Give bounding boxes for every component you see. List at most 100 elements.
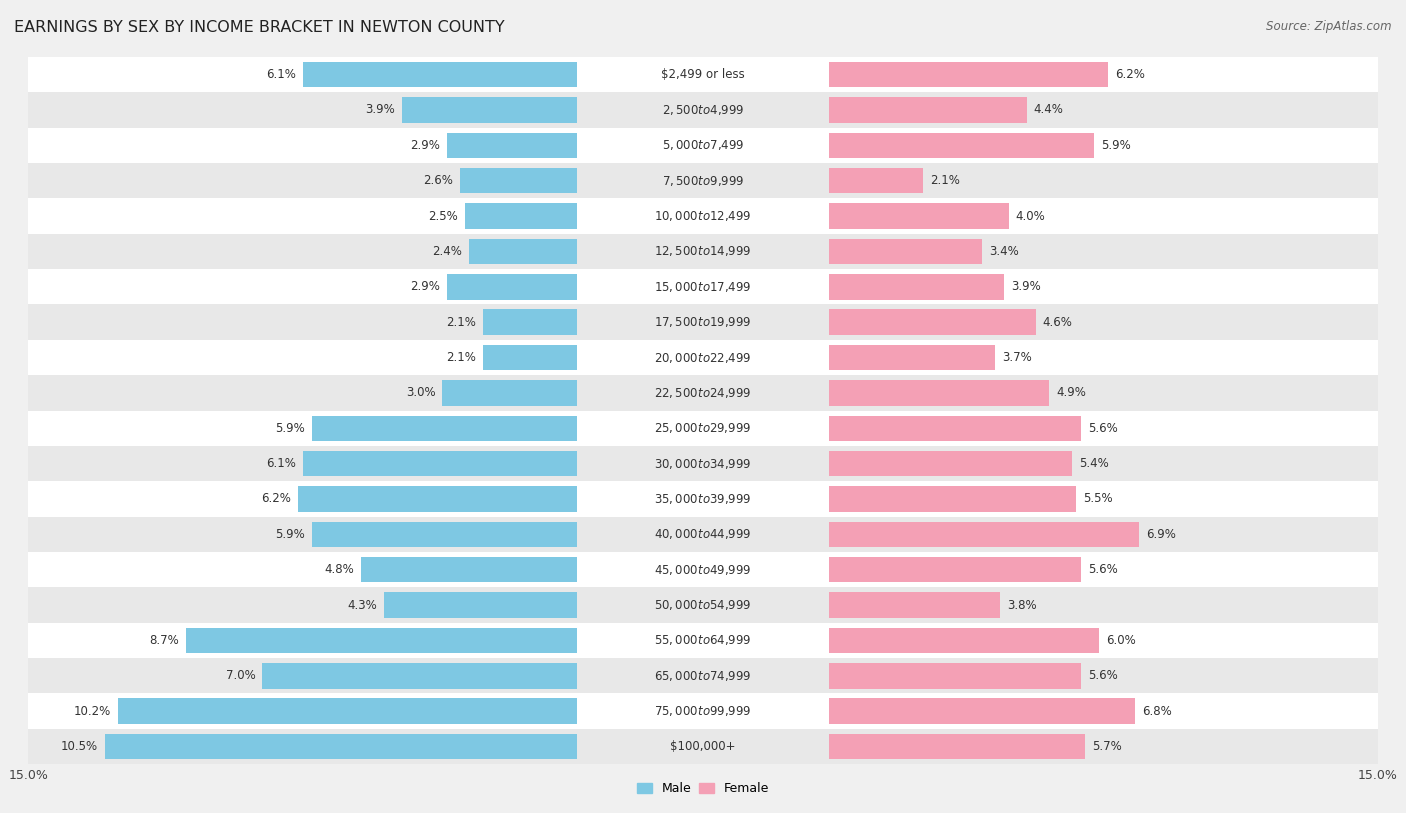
Text: 10.2%: 10.2% (75, 705, 111, 718)
Text: 2.9%: 2.9% (411, 139, 440, 152)
Text: 2.4%: 2.4% (433, 245, 463, 258)
Text: 3.9%: 3.9% (366, 103, 395, 116)
Text: 3.8%: 3.8% (1007, 598, 1036, 611)
Bar (302, 451, 576, 476)
Text: 3.4%: 3.4% (988, 245, 1018, 258)
Bar (830, 698, 1135, 724)
Bar (28, 552, 1378, 587)
Text: $5,000 to $7,499: $5,000 to $7,499 (662, 138, 744, 152)
Text: 2.1%: 2.1% (446, 351, 475, 364)
Text: 4.8%: 4.8% (325, 563, 354, 576)
Bar (830, 451, 1071, 476)
Bar (302, 62, 576, 87)
Bar (28, 481, 1378, 517)
Text: 5.6%: 5.6% (1088, 669, 1118, 682)
Bar (28, 128, 1378, 163)
Bar (830, 734, 1085, 759)
Bar (830, 593, 1000, 618)
Bar (118, 698, 576, 724)
Bar (830, 557, 1081, 582)
Text: $65,000 to $74,999: $65,000 to $74,999 (654, 669, 752, 683)
Text: 2.6%: 2.6% (423, 174, 453, 187)
Bar (186, 628, 576, 653)
Text: 6.1%: 6.1% (266, 68, 295, 81)
Text: 5.6%: 5.6% (1088, 563, 1118, 576)
Legend: Male, Female: Male, Female (631, 777, 775, 801)
Bar (28, 693, 1378, 729)
Bar (830, 380, 1049, 406)
Text: $22,500 to $24,999: $22,500 to $24,999 (654, 386, 752, 400)
Bar (384, 593, 576, 618)
Bar (447, 133, 576, 158)
Bar (830, 168, 924, 193)
Bar (28, 340, 1378, 375)
Bar (482, 345, 576, 370)
Bar (28, 587, 1378, 623)
Bar (28, 233, 1378, 269)
Bar (482, 310, 576, 335)
Text: $75,000 to $99,999: $75,000 to $99,999 (654, 704, 752, 718)
Bar (104, 734, 576, 759)
Bar (830, 310, 1036, 335)
Text: 3.9%: 3.9% (1011, 280, 1040, 293)
Bar (28, 659, 1378, 693)
Text: 5.4%: 5.4% (1078, 457, 1108, 470)
Bar (830, 203, 1010, 228)
Bar (830, 62, 1108, 87)
Bar (447, 274, 576, 299)
Bar (830, 239, 981, 264)
Text: 4.0%: 4.0% (1015, 210, 1046, 223)
Bar (312, 522, 576, 547)
Text: 5.9%: 5.9% (1101, 139, 1130, 152)
Bar (28, 517, 1378, 552)
Bar (312, 415, 576, 441)
Bar (830, 415, 1081, 441)
Text: 2.1%: 2.1% (446, 315, 475, 328)
Text: $7,500 to $9,999: $7,500 to $9,999 (662, 174, 744, 188)
Bar (28, 411, 1378, 446)
Text: $20,000 to $22,499: $20,000 to $22,499 (654, 350, 752, 364)
Bar (830, 663, 1081, 689)
Bar (28, 269, 1378, 304)
Text: $2,499 or less: $2,499 or less (661, 68, 745, 81)
Text: 5.6%: 5.6% (1088, 422, 1118, 435)
Bar (28, 446, 1378, 481)
Text: $55,000 to $64,999: $55,000 to $64,999 (654, 633, 752, 647)
Text: 3.7%: 3.7% (1002, 351, 1032, 364)
Bar (830, 345, 995, 370)
Bar (830, 486, 1077, 511)
Text: 2.9%: 2.9% (411, 280, 440, 293)
Text: 6.2%: 6.2% (262, 493, 291, 506)
Text: 5.7%: 5.7% (1092, 740, 1122, 753)
Bar (298, 486, 576, 511)
Text: 10.5%: 10.5% (60, 740, 98, 753)
Text: $50,000 to $54,999: $50,000 to $54,999 (654, 598, 752, 612)
Bar (402, 98, 576, 123)
Text: Source: ZipAtlas.com: Source: ZipAtlas.com (1267, 20, 1392, 33)
Text: 6.2%: 6.2% (1115, 68, 1144, 81)
Bar (830, 522, 1139, 547)
Bar (830, 628, 1099, 653)
Text: 6.1%: 6.1% (266, 457, 295, 470)
Text: 6.8%: 6.8% (1142, 705, 1171, 718)
Text: $15,000 to $17,499: $15,000 to $17,499 (654, 280, 752, 293)
Bar (441, 380, 576, 406)
Bar (28, 729, 1378, 764)
Bar (830, 98, 1026, 123)
Text: 5.9%: 5.9% (276, 528, 305, 541)
Text: $17,500 to $19,999: $17,500 to $19,999 (654, 315, 752, 329)
Text: 3.0%: 3.0% (406, 386, 436, 399)
Bar (464, 203, 576, 228)
Text: $40,000 to $44,999: $40,000 to $44,999 (654, 528, 752, 541)
Bar (28, 198, 1378, 233)
Text: $12,500 to $14,999: $12,500 to $14,999 (654, 245, 752, 259)
Text: $45,000 to $49,999: $45,000 to $49,999 (654, 563, 752, 576)
Text: 5.5%: 5.5% (1083, 493, 1112, 506)
Text: $100,000+: $100,000+ (671, 740, 735, 753)
Text: $35,000 to $39,999: $35,000 to $39,999 (654, 492, 752, 506)
Text: $25,000 to $29,999: $25,000 to $29,999 (654, 421, 752, 435)
Text: EARNINGS BY SEX BY INCOME BRACKET IN NEWTON COUNTY: EARNINGS BY SEX BY INCOME BRACKET IN NEW… (14, 20, 505, 35)
Text: 5.9%: 5.9% (276, 422, 305, 435)
Text: 4.3%: 4.3% (347, 598, 377, 611)
Text: 4.6%: 4.6% (1043, 315, 1073, 328)
